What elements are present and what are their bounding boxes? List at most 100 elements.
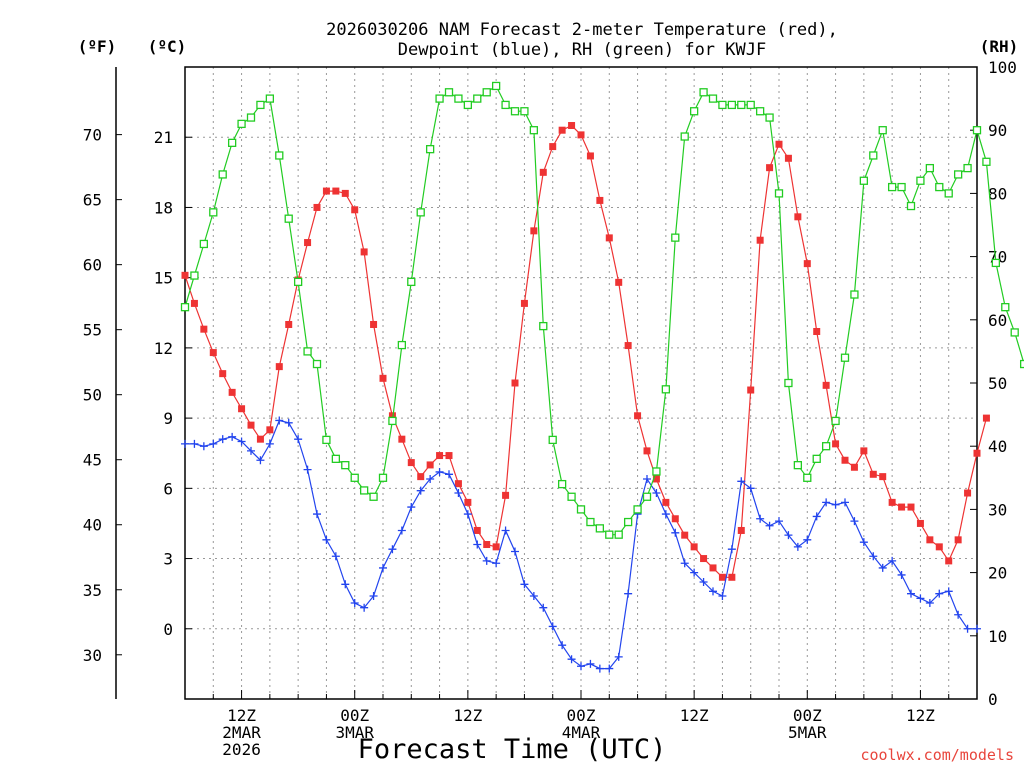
rh-point	[501, 100, 510, 110]
rh-tick-label: 20	[988, 564, 1007, 583]
dewpoint-point	[756, 514, 765, 523]
dewpoint-point	[709, 587, 717, 596]
rh-point	[520, 107, 529, 116]
dewpoint-point	[888, 556, 897, 565]
temperature-point	[266, 426, 274, 434]
temperature-point	[869, 470, 877, 478]
dewpoint-point	[265, 439, 274, 448]
celsius-tick-label: 6	[163, 479, 173, 498]
dewpoint-point	[595, 664, 604, 673]
rh-point	[312, 359, 322, 369]
x-tick-label: 12Z	[906, 706, 935, 725]
x-tick-label: 2026	[222, 740, 261, 759]
temperature-point	[379, 374, 387, 382]
rh-point	[586, 517, 595, 527]
dewpoint-point	[935, 589, 944, 598]
rh-point	[878, 126, 887, 135]
rh-point	[972, 126, 982, 135]
temperature-point	[256, 435, 264, 443]
temperature-point	[964, 489, 972, 497]
temperature-point	[728, 573, 736, 581]
rh-point	[199, 239, 209, 249]
x-tick-label: 12Z	[453, 706, 482, 725]
rh-point	[755, 107, 765, 116]
rh-tick-label: 40	[988, 437, 1007, 456]
temperature-point	[426, 461, 434, 469]
temperature-point	[813, 328, 821, 336]
temperature-point	[841, 456, 849, 464]
dewpoint-point	[586, 659, 595, 668]
temperature-point	[539, 168, 547, 176]
rh-point	[557, 479, 567, 489]
temperature-point	[360, 248, 368, 256]
temperature-point	[615, 278, 623, 286]
rh-point	[916, 176, 925, 185]
rh-tick-label: 90	[988, 121, 1007, 140]
watermark: coolwx.com/models	[860, 746, 1014, 764]
rh-point	[1010, 328, 1019, 337]
celsius-tick-label: 0	[163, 620, 173, 639]
temperature-point	[935, 543, 943, 551]
dewpoint-point	[284, 418, 293, 427]
rh-point	[642, 492, 652, 501]
axes	[115, 66, 978, 700]
temperature-point	[794, 213, 802, 221]
celsius-tick-label: 21	[154, 128, 173, 147]
temperature-point	[718, 573, 726, 581]
rh-point	[397, 340, 407, 350]
rh-point	[906, 201, 916, 211]
dewpoint-point	[614, 652, 623, 661]
dewpoint-point	[322, 535, 331, 544]
rh-point	[567, 492, 576, 501]
rh-point	[614, 530, 623, 539]
dewpoint-point	[303, 465, 312, 474]
rh-point	[510, 107, 520, 116]
dewpoint-point	[841, 498, 849, 507]
rh-point	[237, 119, 246, 129]
temperature-point	[681, 531, 689, 539]
dewpoint-point	[605, 664, 614, 673]
temperature-point	[624, 342, 632, 350]
temperature-point	[568, 122, 576, 130]
rh-point	[831, 416, 840, 426]
rh-point	[275, 151, 284, 160]
temperature-point	[436, 452, 444, 460]
rh-point	[699, 88, 708, 97]
fahrenheit-tick-label: 45	[83, 451, 102, 470]
temperature-point	[898, 503, 906, 511]
rh-tick-label: 80	[988, 184, 1007, 203]
rh-point	[303, 347, 312, 356]
rh-point	[284, 214, 293, 223]
series-dewpoint	[181, 416, 981, 673]
temperature-point	[690, 543, 698, 551]
rh-point	[482, 88, 491, 97]
data-series	[180, 81, 1024, 673]
rh-point	[322, 435, 331, 445]
x-tick-label: 00Z	[340, 706, 369, 725]
temperature-point	[832, 440, 840, 448]
dewpoint-point	[199, 442, 208, 451]
temperature-point	[822, 381, 830, 389]
temperature-point	[228, 388, 236, 396]
rh-point	[246, 113, 256, 122]
rh-point	[661, 385, 671, 394]
dewpoint-point	[897, 570, 906, 579]
rh-point	[925, 163, 935, 173]
dewpoint-point	[671, 528, 680, 537]
x-tick-label: 2MAR	[222, 723, 261, 742]
rh-point	[859, 176, 869, 185]
rh-point	[991, 258, 1001, 268]
dewpoint-point	[916, 594, 925, 603]
temperature-point	[473, 526, 481, 534]
dewpoint-point	[190, 439, 199, 448]
dewpoint-point	[379, 563, 387, 572]
temperature-point	[190, 299, 198, 307]
dewpoint-point	[784, 531, 793, 540]
temperature-point	[247, 421, 255, 429]
rh-point	[180, 303, 190, 312]
rh-point	[793, 461, 803, 470]
dewpoint-point	[294, 435, 303, 444]
rh-point	[293, 277, 303, 287]
dewpoint-point	[690, 568, 699, 577]
